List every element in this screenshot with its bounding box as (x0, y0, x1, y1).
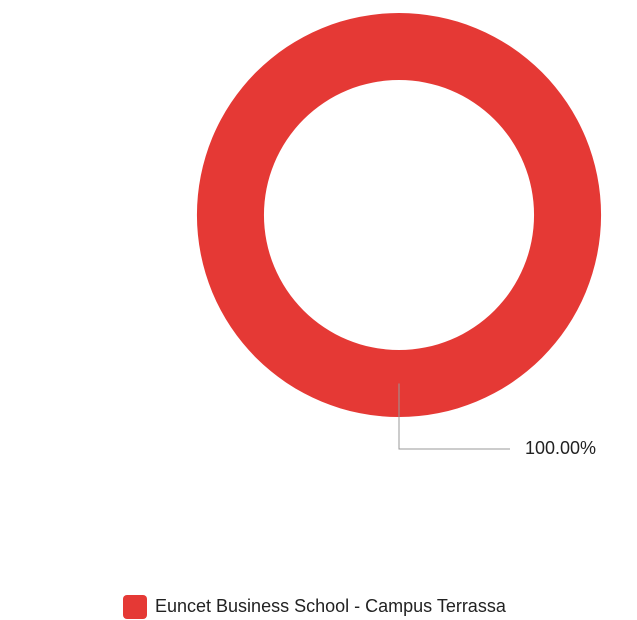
legend-label: Euncet Business School - Campus Terrassa (155, 596, 507, 616)
data-label: 100.00% (525, 438, 596, 458)
donut-slice (196, 12, 602, 417)
legend-swatch (123, 595, 147, 619)
leader-line (398, 383, 510, 450)
